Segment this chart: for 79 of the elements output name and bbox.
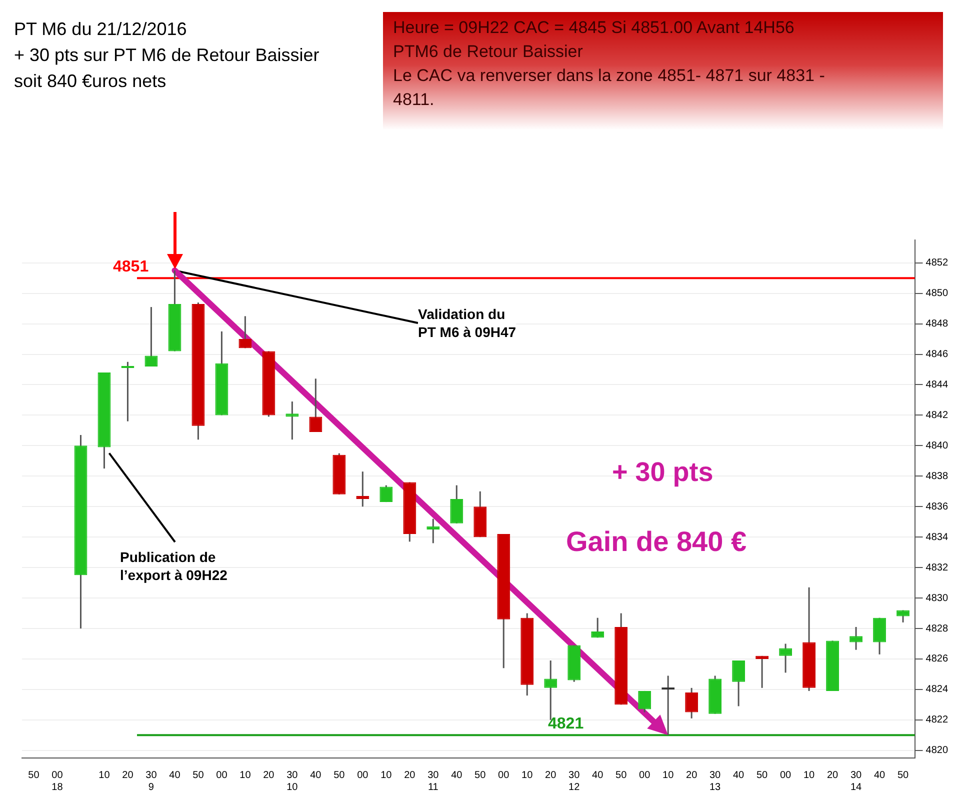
x-tick-label: 40 [732,770,745,781]
y-tick-label: 4832 [926,562,948,574]
y-tick-label: 4834 [926,532,948,543]
x-tick-label: 20 [826,770,839,781]
x-tick-label: 20 [686,770,698,781]
candlestick [732,660,746,707]
annotation: Validation du PT M6 à 09H47 [418,305,516,342]
candlestick [873,617,886,656]
y-tick-label: 4824 [926,684,948,696]
candlestick [144,306,158,368]
x-tick-label: 20 [122,770,134,781]
candlestick [309,378,322,433]
x-tick-label: 40 [310,770,322,781]
x-tick-label: 00 18 [52,770,64,793]
x-tick-label: 30 9 [146,770,158,793]
annotation: + 30 pts [612,456,714,489]
candlestick [356,470,370,508]
x-tick-label: 10 [240,770,252,781]
x-tick-label: 30 12 [568,770,580,793]
x-tick-label: 40 [169,770,181,781]
y-tick-label: 4848 [926,318,948,330]
candlestick [756,655,769,689]
x-tick-label: 40 [592,770,604,781]
ref-line-label: 4821 [548,716,584,733]
y-tick-label: 4822 [926,714,948,726]
y-tick-label: 4828 [926,623,948,634]
x-tick-label: 50 [334,770,346,781]
candlestick [896,609,910,624]
candlestick [238,315,252,349]
x-tick-label: 50 [192,770,204,781]
x-tick-label: 30 10 [286,770,298,793]
x-tick-label: 40 [451,770,463,781]
x-tick-label: 50 [616,770,628,781]
x-tick-label: 30 14 [850,770,862,793]
x-tick-label: 00 [357,770,369,781]
x-tick-label: 10 [98,770,110,781]
x-tick-label: 10 [522,770,534,781]
x-tick-label: 20 [263,770,275,781]
x-tick-label: 00 [498,770,510,781]
x-tick-label: 10 [803,770,816,781]
x-tick-label: 10 [380,770,392,781]
y-tick-label: 4826 [926,654,948,665]
x-tick-label: 00 [216,770,228,781]
y-tick-label: 4850 [926,288,948,300]
candlestick [426,518,440,544]
y-tick-label: 4820 [926,745,948,756]
candlestick [450,484,464,524]
y-tick-label: 4842 [926,410,948,421]
y-tick-label: 4852 [926,258,948,269]
text: Heure = 09H22 CAC = 4845 Si 4851.00 Avant 14H56 PTM6 de Retour Baissier Le CAC va renverser dans la zone 4851- 4871 sur 4831 - 4811. [383,12,943,130]
ref-line-label: 4851 [113,258,149,276]
x-tick-label: 50 [756,770,768,781]
candlestick [662,674,675,736]
x-tick-label: 30 13 [709,770,722,793]
y-tick-label: 4844 [926,379,948,390]
x-tick-label: 20 [404,770,416,781]
chart-subtitle: + 30 pts sur PT M6 de Retour Baissier soit 840 €uros nets [14,44,320,93]
candlestick [286,400,299,440]
y-tick-label: 4830 [926,592,948,604]
annotation: Publication de l’export à 09H22 [120,548,228,584]
x-tick-label: 50 [474,770,486,781]
annotation: Gain de 840 € [566,525,747,559]
candlestick [850,626,862,651]
y-tick-label: 4836 [926,501,948,512]
x-tick-label: 40 [874,770,886,781]
y-tick-label: 4838 [926,470,948,482]
candlestick [591,617,604,638]
x-tick-label: 30 11 [428,770,440,793]
x-tick-label: 20 [545,770,557,781]
candlestick [121,361,134,422]
x-tick-label: 50 [897,770,910,781]
x-tick-label: 10 [662,770,674,781]
x-tick-label: 00 [780,770,792,781]
y-tick-label: 4840 [926,440,948,452]
chart-title: PT M6 du 21/12/2016 [14,18,188,41]
x-tick-label: 00 [639,770,651,781]
candlestick [779,642,792,674]
y-tick-label: 4846 [926,349,948,360]
x-tick-label: 50 [28,770,40,781]
